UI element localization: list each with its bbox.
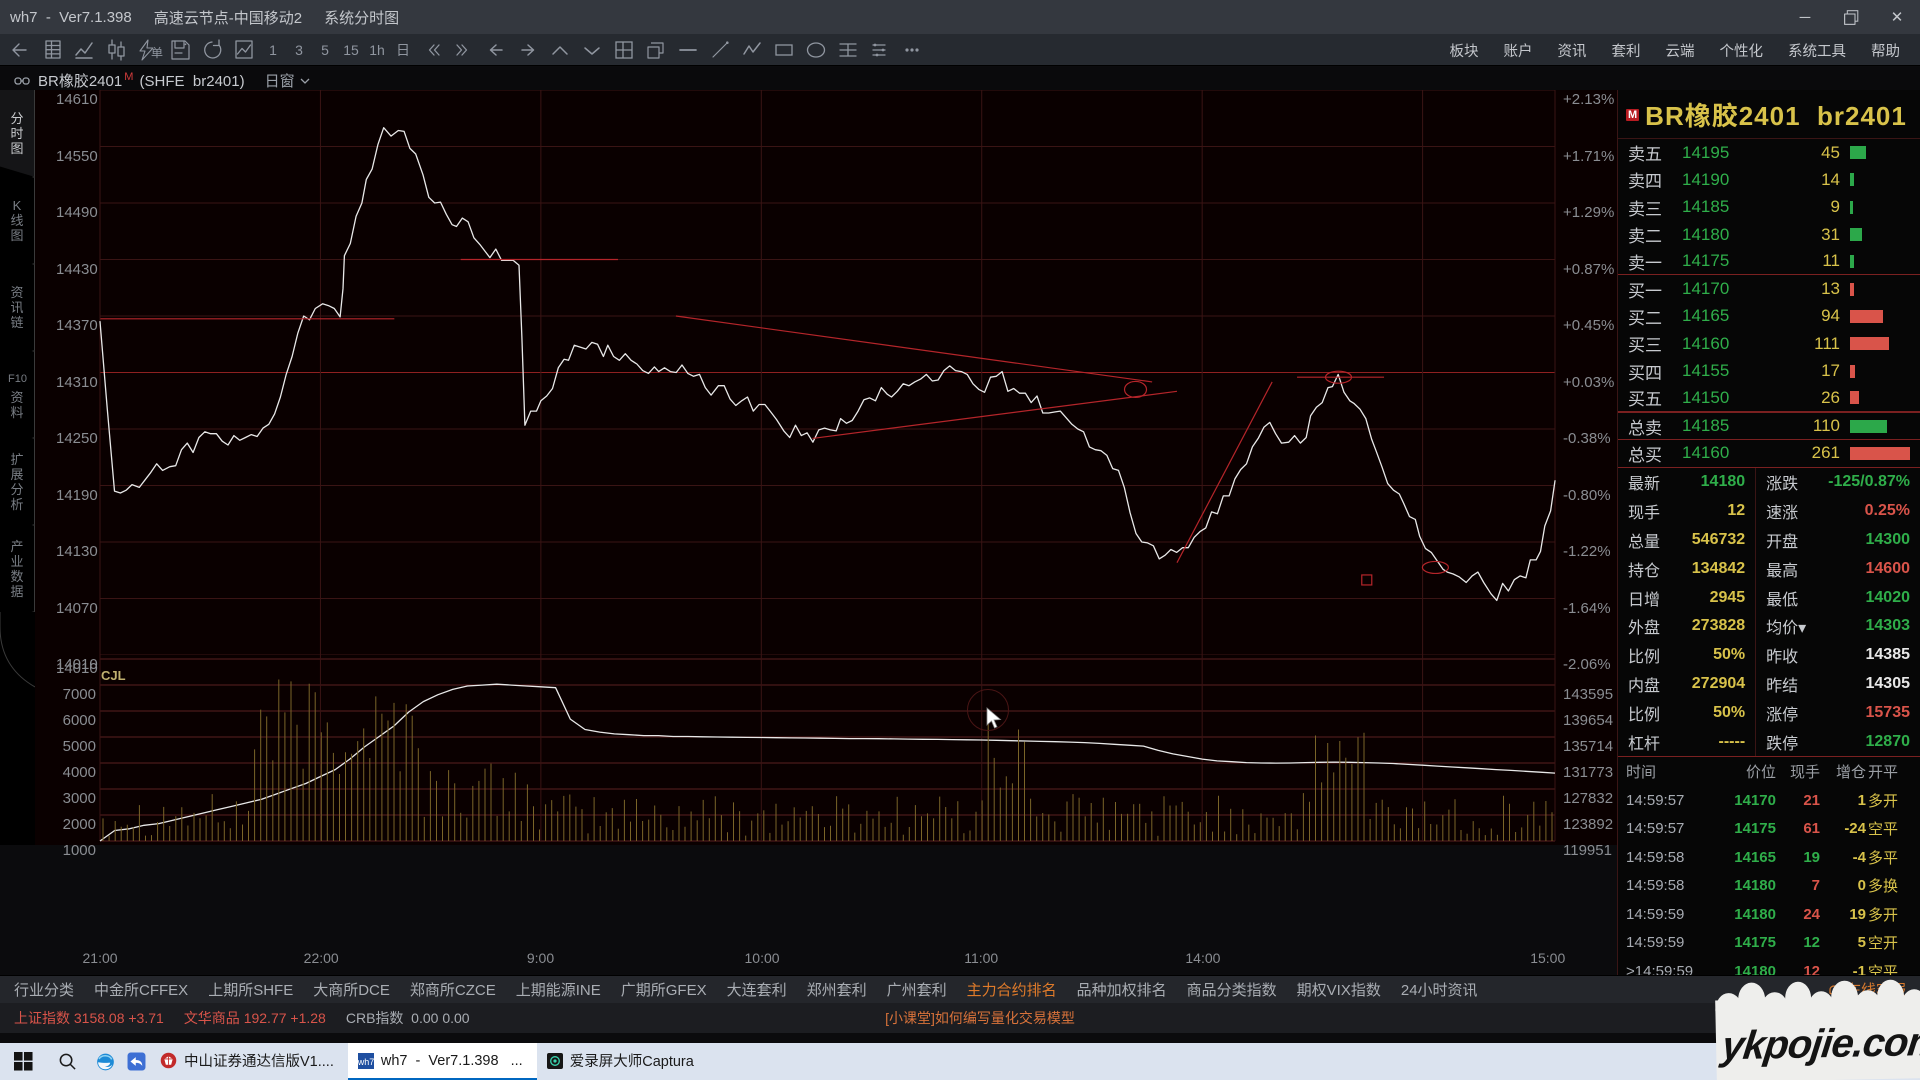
svg-text:单: 单 (151, 46, 163, 60)
svg-text:wh7: wh7 (358, 1057, 374, 1067)
